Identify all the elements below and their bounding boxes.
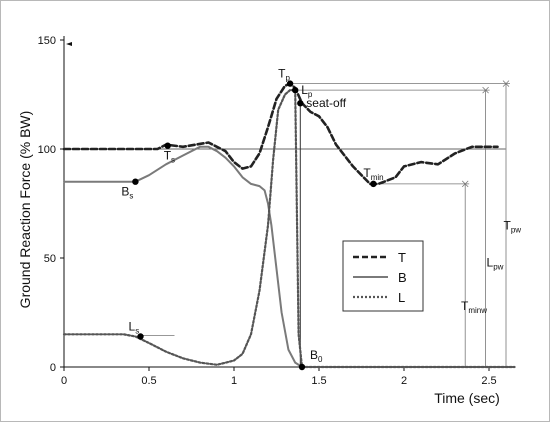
annotation-main: T [363, 166, 371, 180]
annotation-subscript: pw [493, 262, 503, 271]
series-line-t [62, 82, 499, 186]
marker-ls [137, 333, 144, 340]
width-marker-cross [502, 80, 510, 87]
annotation-label: Ls [129, 319, 140, 335]
annotation-label: Tpw [504, 218, 522, 234]
annotation-subscript: s [171, 156, 175, 165]
y-tick-label: 50 [44, 253, 56, 265]
legend: TBL [342, 240, 424, 312]
annotation-main: B [121, 185, 129, 199]
annotation-subscript: min [371, 173, 384, 182]
marker-ts [164, 142, 171, 149]
annotation-label: Bs [121, 185, 133, 201]
annotation-label: seat-off [306, 96, 346, 110]
legend-label-b: B [398, 270, 407, 285]
annotation-label: Ts [164, 149, 175, 165]
x-axis-title: Time (sec) [434, 390, 500, 406]
annotation-subscript: p [308, 90, 313, 99]
axes: 0 50 100 150 0 0.5 1 1.5 2 2.5 Ground Reaction For… [17, 35, 506, 406]
reference-lines [64, 80, 510, 367]
annotation-main: T [278, 67, 286, 81]
annotation-main: L [129, 319, 136, 333]
annotation-subscript: p [285, 74, 290, 83]
y-tick-label: 100 [38, 144, 56, 156]
y-tick-label: 0 [50, 362, 56, 374]
y-axis-title: Ground Reaction Force (% BW) [17, 111, 33, 309]
x-tick-label: 2 [401, 375, 407, 387]
annotation-subscript: s [135, 326, 139, 335]
x-tick-label: 0 [61, 375, 67, 387]
annotation-label: Tmin [363, 166, 383, 182]
annotation-subscript: s [129, 192, 133, 201]
annotation-main: T [461, 299, 469, 313]
annotation-label: Tp [278, 67, 290, 83]
width-marker-cross [482, 86, 489, 94]
annotation-label: Tminw [461, 299, 487, 315]
width-marker-cross [461, 180, 469, 188]
marker-tp [286, 80, 294, 87]
annotation-main: T [504, 218, 512, 232]
series-line-b [63, 145, 516, 368]
annotation-main: L [301, 83, 308, 97]
y-axis-top-marker [66, 42, 72, 46]
marker-bs [132, 178, 139, 185]
marker-lp [292, 86, 299, 94]
annotation-main: B [310, 348, 318, 362]
annotation-subscript: pw [511, 225, 521, 234]
marker-b0 [298, 363, 306, 371]
x-tick-label: 1.5 [311, 375, 326, 387]
legend-label-t: T [398, 250, 406, 265]
marker-tmin [370, 180, 377, 188]
y-tick-label: 150 [38, 35, 56, 47]
annotation-main: T [164, 149, 172, 163]
annotation-subscript: 0 [318, 355, 323, 364]
annotation-label: Lpw [487, 255, 504, 271]
legend-label-l: L [398, 290, 405, 305]
x-tick-label: 0.5 [141, 375, 156, 387]
annotation-subscript: minw [468, 306, 487, 315]
marker-seatoff [297, 100, 304, 107]
annotation-main: seat-off [306, 96, 346, 110]
x-tick-label: 1 [231, 375, 237, 387]
annotation-main: L [487, 255, 494, 269]
x-tick-label: 2.5 [481, 375, 496, 387]
annotation-label: Lp [301, 83, 313, 99]
annotation-label: B0 [310, 348, 323, 364]
